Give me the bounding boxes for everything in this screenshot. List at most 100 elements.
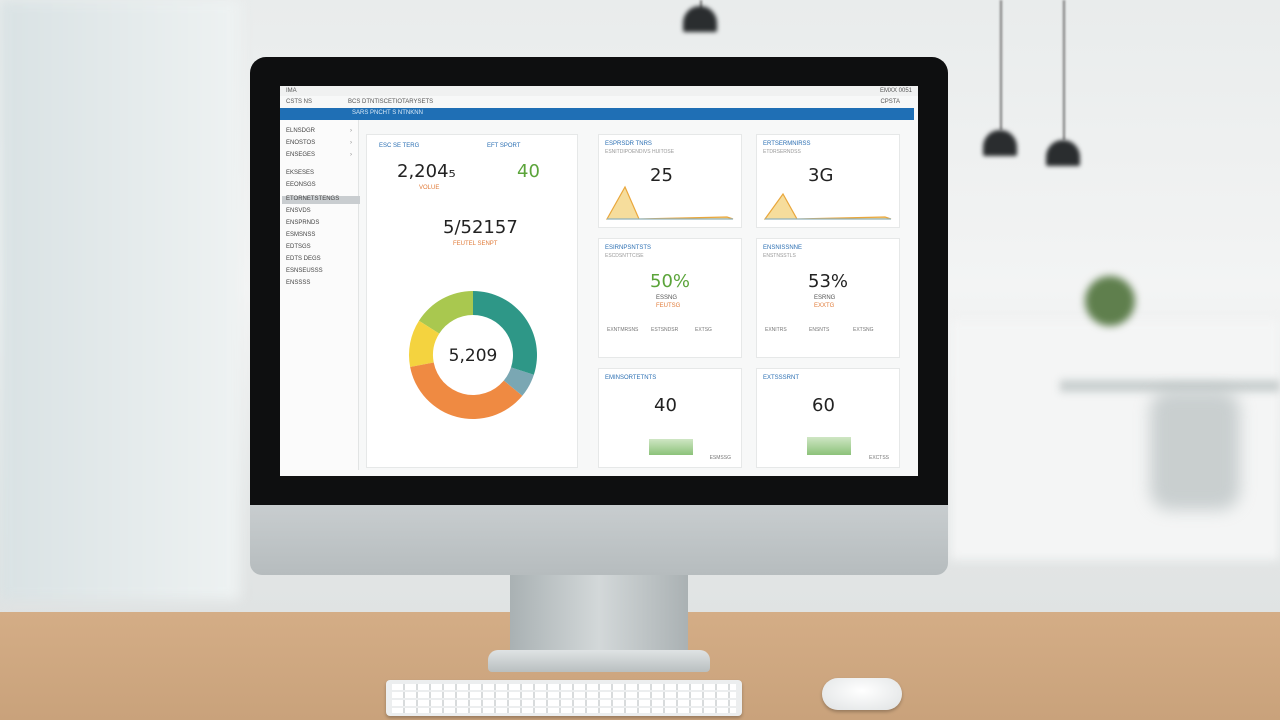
donut-center-value: 5,209	[449, 346, 498, 366]
monitor-stand-base	[488, 650, 710, 672]
pendant-lamp	[683, 6, 717, 32]
tile-sub2: EXXTG	[814, 303, 835, 309]
metric-tile[interactable]: ESPRSDR TNRS ESNITDIPOENDIVS HUITOSE 25	[598, 134, 742, 228]
metric-tile[interactable]: ERTSERMNIRSS ETDRSERNDSS 3G	[756, 134, 900, 228]
tile-sub-label: ESRNG	[814, 295, 836, 301]
tile-value: 53%	[808, 271, 849, 292]
sidebar-item[interactable]: ELNSDGR ›	[286, 128, 352, 134]
donut-segment[interactable]	[418, 291, 473, 334]
sidebar-item[interactable]: EDTSGS	[286, 244, 311, 250]
sidebar-item[interactable]: ENOSTOS ›	[286, 140, 352, 146]
window-control[interactable]: EMXX 0051	[879, 88, 912, 94]
pendant-lamp	[1046, 140, 1080, 166]
stat-value: 40	[517, 161, 540, 182]
donut-segment[interactable]	[503, 367, 534, 396]
tile-footer-text: EXNITRS	[765, 327, 787, 333]
keyboard	[386, 680, 742, 716]
title-bar: IMA EMXX 0051	[280, 86, 918, 96]
tile-area	[763, 192, 892, 220]
lamp-cord	[1000, 0, 1002, 130]
overview-card: ESC SE TERG 2,204₅ VOLUE EFT SPORT 40 5/…	[366, 134, 578, 468]
key-row	[392, 684, 736, 690]
stat-sub: VOLUE	[419, 185, 440, 191]
tile-value: 40	[654, 395, 677, 416]
tile-title: EXTSSSRNT	[763, 375, 800, 381]
tile-footer-text: ESMSSG	[709, 455, 731, 461]
menu-bar: CSTS NS BCS DTNTISCETIOTARYSETS CPSTA	[280, 96, 918, 108]
donut-segment[interactable]	[473, 291, 537, 375]
tile-bar	[649, 439, 693, 455]
total-value: 5/52157	[443, 217, 518, 238]
tile-value: 3G	[808, 165, 834, 186]
monitor-chin	[250, 505, 948, 575]
tile-value: 25	[650, 165, 673, 186]
chevron-icon: ›	[350, 128, 352, 134]
sidebar-item[interactable]: ENSVDS	[286, 208, 311, 214]
key-row	[392, 692, 736, 698]
tile-area	[605, 185, 734, 220]
total-sub: FEUTEL SENPT	[453, 241, 498, 247]
stat-value: 2,204₅	[397, 161, 456, 182]
stat-label: EFT SPORT	[487, 143, 521, 149]
tile-subtitle: ESCDSNTTCISE	[605, 253, 644, 259]
metric-tile[interactable]: EXTSSSRNT 60 EXCTSS	[756, 368, 900, 468]
app-name: IMA	[286, 88, 297, 94]
donut-segment[interactable]	[409, 320, 440, 367]
donut-chart: 5,209	[409, 291, 537, 419]
donut-hole	[435, 317, 511, 393]
chevron-icon: ›	[350, 152, 352, 158]
tile-footer-text: EXNTMRSNS	[607, 327, 639, 333]
tile-value: 60	[812, 395, 835, 416]
sidebar-item[interactable]: ENSSSS	[286, 280, 311, 286]
sidebar-item[interactable]: ESMSNSS	[286, 232, 316, 238]
tile-subtitle: ETDRSERNDSS	[763, 149, 801, 155]
sidebar: ELNSDGR › ENOSTOS › ENSEGES › EKSESES EEONS…	[280, 120, 360, 470]
tile-footer-text: EXCTSS	[868, 455, 889, 461]
header-title: SARS PNCHT S NTNKNN	[352, 110, 423, 116]
background-plant	[1085, 276, 1135, 326]
pendant-lamp	[983, 130, 1017, 156]
sidebar-item[interactable]: EKSESES	[286, 170, 315, 176]
tile-area-chart	[763, 192, 892, 220]
background-chair	[1150, 390, 1240, 510]
sidebar-item-active[interactable]: ETORNETSTENGS	[282, 196, 360, 204]
header-bar: SARS PNCHT S NTNKNN	[280, 108, 914, 120]
menu-right-label[interactable]: CPSTA	[880, 99, 900, 105]
metric-tile[interactable]: ESIRNPSNTSTS ESCDSNTTCISE 50% ESSNG FEUTSG EX…	[598, 238, 742, 358]
tile-subtitle: ENSTNSSTLS	[763, 253, 796, 259]
key-row	[392, 700, 736, 706]
sidebar-item[interactable]: EEONSGS	[286, 182, 316, 188]
tile-footer-text: ENSNTS	[809, 327, 830, 333]
key-row	[392, 708, 736, 713]
tile-sub-label: ESSNG	[656, 295, 678, 301]
lamp-cord	[1063, 0, 1065, 140]
sidebar-item[interactable]: ESNSEUSSS	[286, 268, 323, 274]
tile-title: ESIRNPSNTSTS	[605, 245, 652, 251]
tile-title: EMINSORTETNTS	[605, 375, 657, 381]
metric-tile[interactable]: ENSNISSNNE ENSTNSSTLS 53% ESRNG EXXTG EXNITRS…	[756, 238, 900, 358]
background-shelf-edge	[1060, 380, 1280, 392]
chevron-icon: ›	[350, 140, 352, 146]
tile-subtitle: ESNITDIPOENDIVS HUITOSE	[605, 149, 675, 155]
stat-label: ESC SE TERG	[379, 143, 420, 149]
tile-bar	[807, 437, 851, 455]
mouse	[822, 678, 902, 710]
tile-footer-text: ESTSNDSR	[651, 327, 679, 333]
donut-segment[interactable]	[410, 362, 523, 419]
monitor-stand	[510, 575, 688, 655]
tile-title: ESPRSDR TNRS	[605, 141, 652, 147]
background-window	[0, 0, 240, 600]
menu-item[interactable]: CSTS NS	[286, 99, 313, 105]
tile-title: ERTSERMNIRSS	[763, 141, 811, 147]
tile-footer-text: EXTSG	[695, 327, 712, 333]
sidebar-item[interactable]: ENSPRNDS	[286, 220, 320, 226]
metric-tile[interactable]: EMINSORTETNTS 40 ESMSSG	[598, 368, 742, 468]
tile-value: 50%	[650, 271, 691, 292]
lamp-cord	[700, 0, 702, 10]
sidebar-item[interactable]: ENSEGES ›	[286, 152, 352, 158]
menu-item[interactable]: BCS DTNTISCETIOTARYSETS	[348, 99, 434, 105]
sidebar-item[interactable]: EDTS DEGS	[286, 256, 321, 262]
tile-footer-text: EXTSNG	[853, 327, 874, 333]
screen: IMA EMXX 0051 CSTS NS BCS DTNTISCETIOTAR…	[280, 86, 918, 476]
tile-area-chart	[605, 185, 734, 220]
